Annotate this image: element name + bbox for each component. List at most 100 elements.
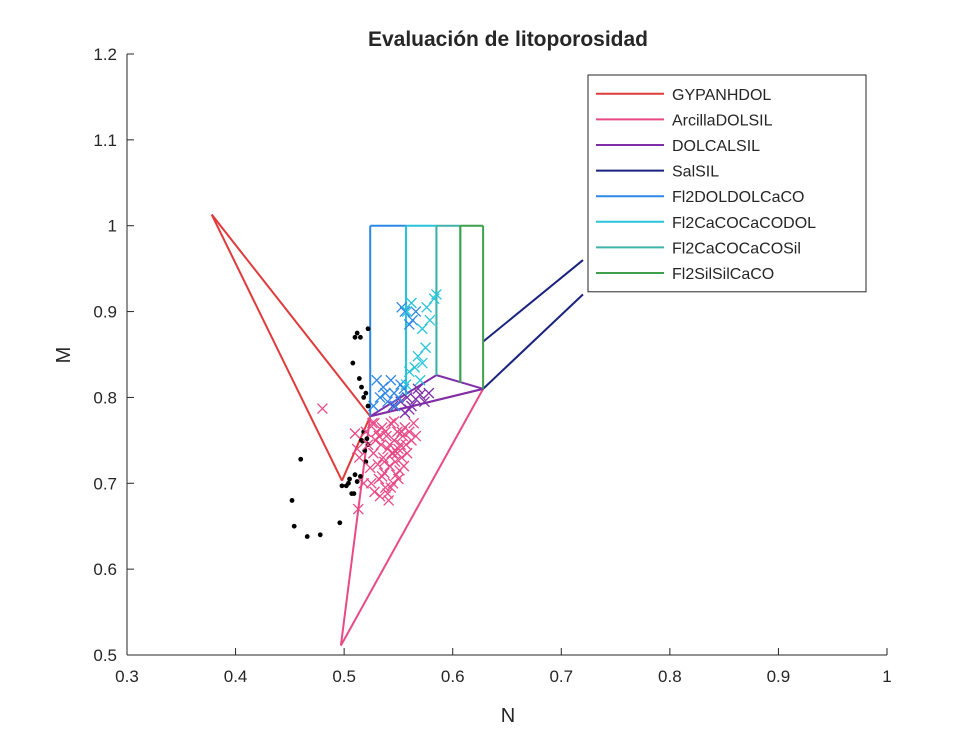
data-point-x [387, 447, 399, 459]
data-point-dot [291, 523, 297, 529]
series-line-segment [482, 293, 584, 390]
legend-entry-label: ArcillaDOLSIL [672, 112, 773, 129]
y-axis-label: M [53, 347, 75, 364]
legend-entry-label: Fl2CaCOCaCODOL [672, 215, 816, 232]
x-tick-label: 0.3 [115, 667, 139, 686]
data-point-x [414, 389, 426, 401]
series-line-segment [210, 213, 371, 417]
plot-area [210, 213, 584, 647]
series-line-segment [482, 259, 584, 343]
data-point-dot [339, 483, 345, 489]
data-point-x [409, 361, 421, 373]
data-point-x [386, 447, 398, 459]
data-point-dot [365, 403, 371, 409]
data-point-x [397, 430, 409, 442]
x-marker-points [316, 403, 422, 515]
x-tick-label: 1 [882, 667, 891, 686]
data-point-dot [359, 384, 364, 390]
series-line-segment [369, 387, 484, 418]
data-point-x [367, 447, 379, 459]
data-point-x [421, 301, 433, 313]
data-point-x [382, 488, 394, 500]
series-Fl2SilSilCaCO [459, 224, 485, 389]
data-point-x [382, 396, 394, 408]
data-point-x [385, 374, 397, 386]
data-point-x [389, 456, 401, 468]
data-point-x [316, 403, 328, 415]
data-point-x [416, 357, 428, 369]
data-point-dot [352, 334, 358, 340]
data-point-x [387, 400, 399, 412]
legend-box [587, 74, 867, 293]
x-marker-points [400, 288, 442, 391]
data-point-x [395, 439, 407, 451]
black-dot-points [289, 326, 371, 539]
x-tick-label: 0.4 [224, 667, 248, 686]
data-point-x [398, 460, 410, 472]
x-tick-label: 0.7 [549, 667, 573, 686]
legend: GYPANHDOL ArcillaDOLSIL DOLCALSIL SalSIL Fl2… [587, 74, 867, 293]
data-point-dot [365, 326, 371, 332]
data-point-x [378, 456, 390, 468]
data-point-x [373, 430, 385, 442]
y-tick-label: 0.7 [93, 474, 117, 493]
data-point-dot [298, 456, 304, 462]
data-point-x [378, 467, 390, 479]
x-tick-label: 0.9 [767, 667, 791, 686]
data-point-x [391, 447, 403, 459]
x-tick-label: 0.5 [332, 667, 356, 686]
legend-entry-label: DOLCALSIL [672, 138, 760, 155]
data-point-dot [346, 480, 351, 486]
data-point-x [367, 400, 379, 412]
data-point-x [419, 396, 430, 408]
y-tick-label: 0.6 [93, 560, 117, 579]
data-point-x [414, 374, 426, 386]
data-point-x [351, 443, 363, 455]
data-point-x [379, 387, 391, 399]
data-point-dot [304, 534, 310, 539]
data-point-x [401, 306, 413, 318]
data-point-dot [347, 476, 352, 482]
data-point-x [366, 417, 378, 429]
data-point-x [362, 439, 374, 451]
data-point-x [353, 452, 365, 463]
data-point-x [364, 462, 376, 474]
data-point-dot [356, 376, 362, 381]
data-point-x [407, 314, 419, 326]
data-point-x [379, 482, 391, 494]
data-point-dot [364, 436, 370, 442]
series-line-segment [210, 214, 343, 482]
series-line-segment [339, 416, 372, 646]
data-point-x [430, 288, 442, 300]
y-tick-label: 0.5 [93, 646, 117, 665]
data-point-dot [354, 330, 360, 336]
x-axis-label: N [501, 705, 515, 727]
data-point-dot [358, 334, 363, 340]
y-tick-label: 1 [108, 217, 117, 236]
data-point-x [385, 417, 397, 429]
data-point-dot [361, 395, 367, 400]
data-point-x [410, 430, 422, 442]
data-point-x [369, 417, 381, 429]
data-point-x [405, 297, 417, 309]
data-point-x [379, 426, 391, 438]
data-point-dot [317, 532, 323, 538]
data-point-x [384, 460, 396, 472]
legend-entry-label: Fl2CaCOCaCOSil [672, 240, 801, 257]
y-tick-label: 1.2 [93, 45, 117, 64]
data-point-dot [337, 520, 343, 526]
data-point-dot [289, 498, 295, 503]
data-point-x [358, 477, 370, 489]
data-point-x [399, 306, 411, 318]
data-point-x [388, 416, 400, 427]
data-point-x [423, 387, 435, 399]
data-point-x [377, 452, 389, 463]
data-point-x [376, 470, 388, 482]
series-line-segment [369, 374, 437, 418]
data-point-x [365, 477, 377, 489]
series-SalSIL [482, 259, 584, 390]
data-point-x [392, 391, 404, 403]
data-point-x [374, 490, 386, 502]
